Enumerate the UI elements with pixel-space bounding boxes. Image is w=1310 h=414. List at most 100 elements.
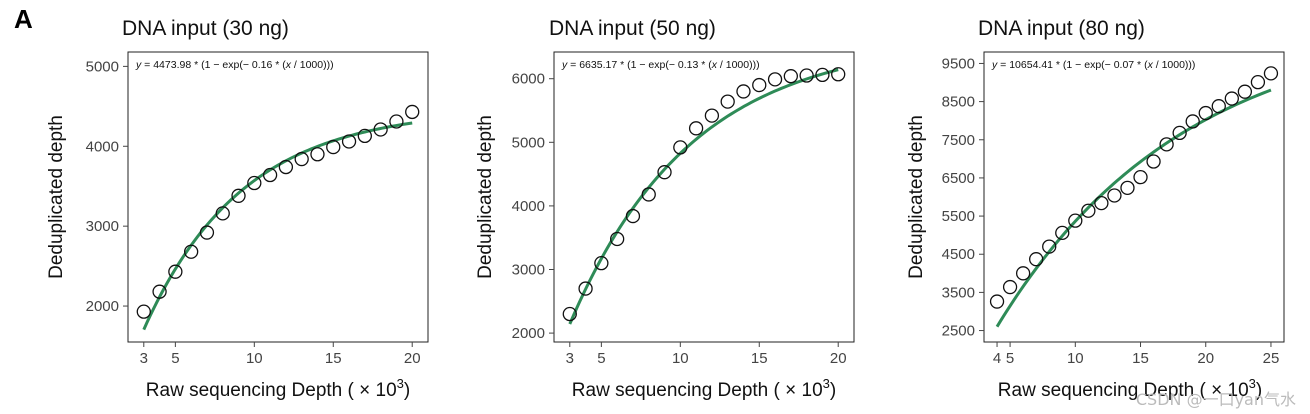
data-point [1146,154,1161,169]
x-tick-label: 3 [140,350,148,367]
y-axis-title: Deduplicated depth [46,115,67,279]
data-point [720,94,735,109]
y-tick-label: 4000 [512,198,545,215]
watermark-text: CSDN @一口yan气水 [1136,390,1296,409]
data-point [341,134,357,149]
x-tick-label: 10 [672,350,689,367]
x-tick-label: 20 [404,350,421,367]
y-tick-label: 5000 [512,134,545,151]
y-tick-label: 4000 [86,138,119,155]
x-axis-title: Raw sequencing Depth ( × 103) [146,376,410,401]
data-point [767,72,783,87]
data-point [688,121,704,136]
x-tick-label: 25 [1263,350,1280,367]
data-point [1002,279,1018,295]
data-point [641,187,656,202]
data-point [294,151,309,167]
plot-area [127,51,429,343]
fit-equation: y = 10654.41 * (1 − exp(− 0.07 * (x / 10… [991,59,1195,71]
y-axis-title: Deduplicated depth [906,115,927,279]
x-tick-label: 5 [1006,350,1014,367]
y-tick-label: 3000 [512,262,545,279]
data-point [989,294,1005,309]
data-point [1250,74,1266,90]
data-points [136,104,420,331]
y-tick-label: 5500 [942,208,975,225]
y-tick-label: 3000 [86,218,119,235]
data-point [1237,84,1253,99]
chart-panel-30ng: DNA input (30 ng) y = 4473.98 * (1 − exp… [46,17,429,401]
data-point [136,304,151,319]
chart-panel-80ng: DNA input (80 ng) y = 10654.41 * (1 − ex… [906,17,1285,401]
x-tick-label: 4 [993,350,1001,367]
data-point [199,225,215,240]
data-point [1198,105,1213,121]
data-point [278,159,294,175]
data-point [1081,203,1096,218]
data-point [815,67,830,83]
fit-curve [142,121,413,331]
chart-panel-50ng: DNA input (50 ng) y = 6635.17 * (1 − exp… [475,17,855,401]
fit-equation: y = 6635.17 * (1 − exp(− 0.13 * (x / 100… [561,59,760,71]
x-tick-label: 5 [597,350,605,367]
x-tick-label: 10 [1067,350,1084,367]
data-point [594,255,609,271]
data-point [1172,125,1187,141]
y-tick-label: 8500 [942,94,975,111]
plot-area [553,51,855,343]
plot-area [983,51,1285,343]
data-point [326,139,341,155]
data-point [152,284,167,299]
data-point [783,69,798,84]
data-points [562,67,846,325]
chart-title: DNA input (30 ng) [122,17,289,40]
data-point [625,208,641,224]
axis-ticks: 4 5 10 15 20 25 2500 3500 4500 5500 6500 7500 8500 95… [942,55,1280,367]
data-point [736,84,751,99]
data-point [1055,225,1070,241]
data-point [1211,99,1226,114]
data-point [831,67,846,82]
x-tick-label: 3 [566,350,574,367]
data-point [1159,137,1174,152]
x-axis-title: Raw sequencing Depth ( × 103) [998,376,1262,401]
data-point [673,140,688,155]
data-point [1029,252,1044,267]
y-tick-label: 6500 [942,170,975,187]
data-point [799,68,814,83]
data-point [752,77,767,93]
x-tick-label: 20 [830,350,847,367]
data-point [562,306,577,322]
data-point [704,108,720,123]
data-point [310,147,325,162]
data-point [215,206,230,221]
y-tick-label: 9500 [942,55,975,72]
y-tick-label: 3500 [942,284,975,301]
data-point [1263,66,1279,81]
data-point [184,244,199,259]
y-tick-label: 2000 [512,325,545,342]
data-point [578,281,593,296]
chart-title: DNA input (50 ng) [549,17,716,40]
data-point [1185,114,1200,129]
fit-equation: y = 4473.98 * (1 − exp(− 0.16 * (x / 100… [135,59,334,71]
x-tick-label: 10 [246,350,263,367]
data-point [357,128,372,144]
x-tick-label: 20 [1197,350,1214,367]
x-tick-label: 15 [325,350,342,367]
data-point [373,122,388,137]
data-point [1107,188,1122,203]
y-axis-title: Deduplicated depth [475,115,496,279]
data-point [1094,195,1109,211]
y-tick-label: 2000 [86,298,119,315]
data-point [1068,213,1083,228]
y-tick-label: 6000 [512,71,545,88]
data-point [247,175,262,191]
data-point [389,114,404,129]
x-axis-title: Raw sequencing Depth ( × 103) [572,376,836,401]
panel-letter: A [14,4,33,34]
y-tick-label: 7500 [942,132,975,149]
x-tick-label: 15 [1132,350,1149,367]
data-point [657,165,672,180]
